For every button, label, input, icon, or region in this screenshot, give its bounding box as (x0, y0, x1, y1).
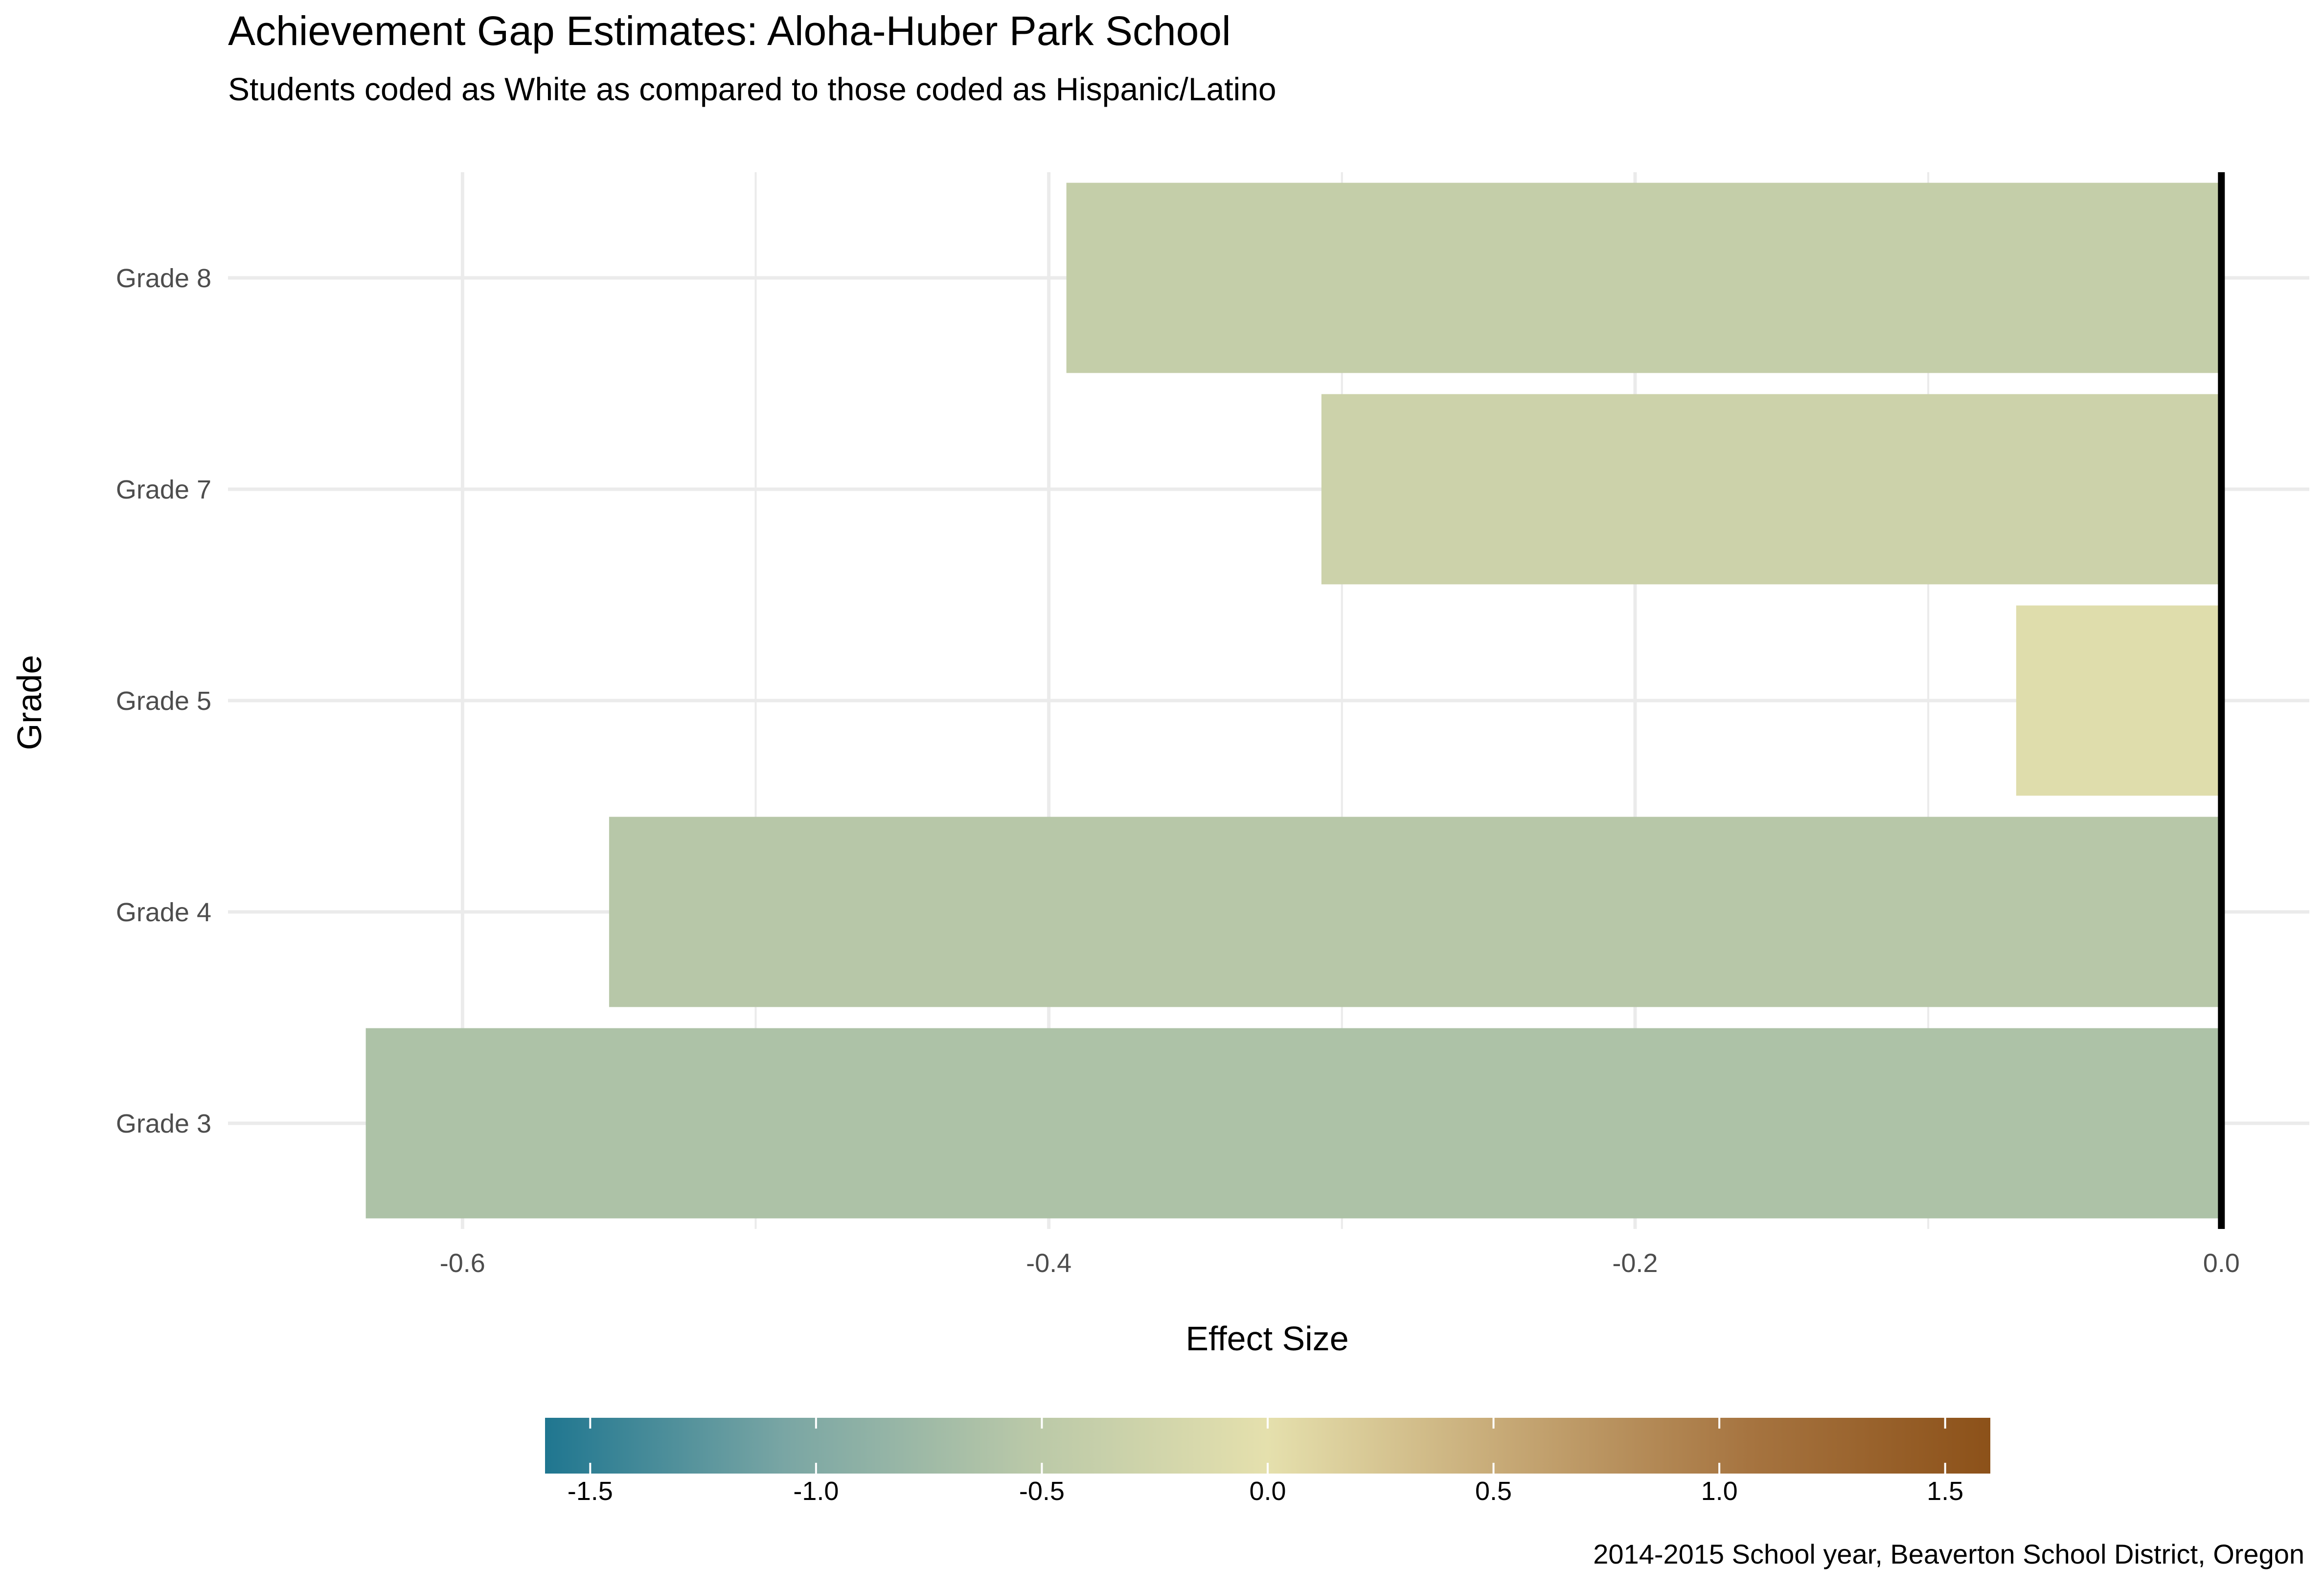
y-tick-label: Grade 8 (116, 264, 211, 293)
colorbar-tick-label: -1.5 (568, 1476, 613, 1506)
x-tick-label: 0.0 (2203, 1249, 2240, 1278)
bar-grade-3 (365, 1028, 2222, 1219)
colorbar-tick-label: 1.0 (1701, 1476, 1738, 1506)
chart-caption: 2014-2015 School year, Beaverton School … (1593, 1539, 2304, 1569)
y-tick-label: Grade 4 (116, 898, 211, 927)
x-tick-label: -0.2 (1612, 1249, 1658, 1278)
bar-grade-8 (1066, 182, 2222, 373)
colorbar-legend: -1.5 -1.0 -0.5 0.0 0.5 1.0 1.5 (545, 1418, 1990, 1506)
y-tick-labels: Grade 3 Grade 4 Grade 5 Grade 7 Grade 8 (116, 264, 211, 1138)
x-tick-label: -0.4 (1026, 1249, 1071, 1278)
colorbar-tick-label: 1.5 (1927, 1476, 1963, 1506)
x-axis-label: Effect Size (1185, 1319, 1348, 1358)
bar-grade-5 (2016, 605, 2222, 796)
y-tick-label: Grade 5 (116, 686, 211, 716)
y-axis-label: Grade (10, 655, 48, 750)
y-tick-label: Grade 7 (116, 475, 211, 504)
bar-grade-7 (1321, 394, 2222, 585)
chart-subtitle: Students coded as White as compared to t… (228, 71, 1276, 107)
colorbar-tick-label: -0.5 (1019, 1476, 1065, 1506)
chart-title: Achievement Gap Estimates: Aloha-Huber P… (228, 8, 1231, 54)
x-tick-label: -0.6 (440, 1249, 485, 1278)
colorbar-tick-label: 0.0 (1249, 1476, 1286, 1506)
bar-grade-4 (609, 817, 2222, 1007)
y-tick-label: Grade 3 (116, 1109, 211, 1138)
colorbar-tick-label: 0.5 (1475, 1476, 1512, 1506)
colorbar-ticks: -1.5 -1.0 -0.5 0.0 0.5 1.0 1.5 (568, 1418, 1963, 1506)
bars (365, 182, 2222, 1219)
x-tick-labels: -0.6 -0.4 -0.2 0.0 (440, 1249, 2240, 1278)
colorbar-tick-label: -1.0 (793, 1476, 839, 1506)
